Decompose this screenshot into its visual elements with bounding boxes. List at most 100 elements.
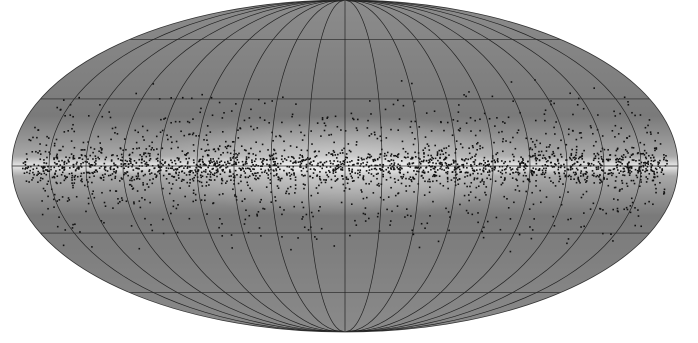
- source-dot: [114, 177, 116, 179]
- source-dot: [73, 182, 75, 184]
- source-dot: [451, 163, 453, 165]
- source-dot: [627, 152, 629, 154]
- source-dot: [288, 166, 290, 168]
- source-dot: [581, 197, 583, 199]
- source-dot: [340, 129, 342, 131]
- source-dot: [318, 210, 320, 212]
- source-dot: [407, 156, 409, 158]
- source-dot: [467, 175, 469, 177]
- source-dot: [105, 205, 107, 207]
- source-dot: [262, 163, 264, 165]
- source-dot: [42, 214, 44, 216]
- source-dot: [512, 172, 514, 174]
- source-dot: [593, 173, 595, 175]
- source-dot: [76, 162, 78, 164]
- source-dot: [28, 181, 30, 183]
- source-dot: [134, 160, 136, 162]
- source-dot: [279, 206, 281, 208]
- source-dot: [489, 171, 491, 173]
- source-dot: [71, 128, 73, 130]
- source-dot: [631, 167, 633, 169]
- source-dot: [267, 174, 269, 176]
- source-dot: [371, 168, 373, 170]
- source-dot: [143, 175, 145, 177]
- source-dot: [429, 181, 431, 183]
- source-dot: [615, 162, 617, 164]
- source-dot: [319, 176, 321, 178]
- source-dot: [46, 144, 48, 146]
- source-dot: [97, 136, 99, 138]
- source-dot: [334, 175, 336, 177]
- source-dot: [113, 163, 115, 165]
- source-dot: [150, 158, 152, 160]
- source-dot: [347, 182, 349, 184]
- source-dot: [468, 200, 470, 202]
- source-dot: [249, 175, 251, 177]
- source-dot: [659, 160, 661, 162]
- source-dot: [328, 134, 330, 136]
- source-dot: [232, 188, 234, 190]
- source-dot: [337, 178, 339, 180]
- source-dot: [35, 151, 37, 153]
- source-dot: [63, 245, 65, 247]
- source-dot: [471, 156, 473, 158]
- source-dot: [56, 154, 58, 156]
- source-dot: [60, 150, 62, 152]
- source-dot: [328, 152, 330, 154]
- source-dot: [317, 192, 319, 194]
- source-dot: [169, 193, 171, 195]
- source-dot: [517, 132, 519, 134]
- source-dot: [72, 124, 74, 126]
- source-dot: [645, 176, 647, 178]
- source-dot: [542, 157, 544, 159]
- source-dot: [225, 182, 227, 184]
- source-dot: [371, 133, 373, 135]
- source-dot: [171, 188, 173, 190]
- source-dot: [54, 145, 56, 147]
- source-dot: [601, 181, 603, 183]
- source-dot: [368, 218, 370, 220]
- source-dot: [552, 151, 554, 153]
- source-dot: [519, 166, 521, 168]
- source-dot: [320, 135, 322, 137]
- source-dot: [654, 174, 656, 176]
- source-dot: [609, 159, 611, 161]
- source-dot: [166, 167, 168, 169]
- source-dot: [512, 137, 514, 139]
- source-dot: [429, 186, 431, 188]
- source-dot: [340, 168, 342, 170]
- source-dot: [502, 121, 504, 123]
- source-dot: [569, 92, 571, 94]
- source-dot: [316, 174, 318, 176]
- source-dot: [230, 146, 232, 148]
- source-dot: [162, 188, 164, 190]
- source-dot: [580, 164, 582, 166]
- source-dot: [312, 177, 314, 179]
- source-dot: [92, 173, 94, 175]
- source-dot: [448, 230, 450, 232]
- source-dot: [341, 202, 343, 204]
- source-dot: [411, 121, 413, 123]
- source-dot: [646, 132, 648, 134]
- source-dot: [387, 160, 389, 162]
- source-dot: [335, 180, 337, 182]
- source-dot: [127, 171, 129, 173]
- source-dot: [219, 194, 221, 196]
- source-dot: [618, 172, 620, 174]
- source-dot: [247, 167, 249, 169]
- source-dot: [289, 172, 291, 174]
- source-dot: [113, 171, 115, 173]
- source-dot: [616, 167, 618, 169]
- source-dot: [403, 105, 405, 107]
- source-dot: [39, 158, 41, 160]
- source-dot: [577, 177, 579, 179]
- source-dot: [379, 157, 381, 159]
- source-dot: [101, 152, 103, 154]
- source-dot: [508, 116, 510, 118]
- source-dot: [183, 179, 185, 181]
- source-dot: [624, 175, 626, 177]
- source-dot: [445, 208, 447, 210]
- source-dot: [577, 104, 579, 106]
- source-dot: [156, 136, 158, 138]
- source-dot: [560, 154, 562, 156]
